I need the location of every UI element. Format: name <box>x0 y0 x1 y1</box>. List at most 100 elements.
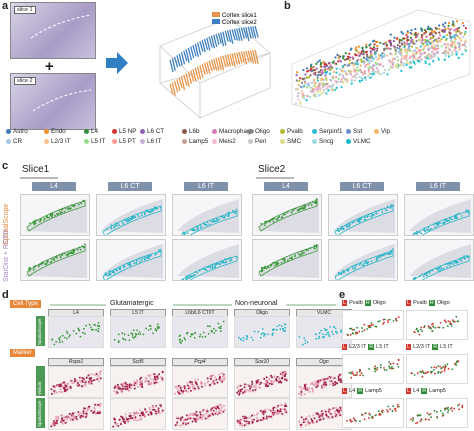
cell-point <box>319 69 322 72</box>
cell-point <box>367 66 370 70</box>
cell-point <box>403 46 406 49</box>
tissue-map <box>404 194 474 236</box>
cell-point <box>404 50 407 53</box>
cell-point <box>365 53 369 56</box>
cell-point <box>400 69 403 72</box>
cell-point <box>386 73 389 76</box>
cell-point <box>425 57 428 60</box>
cell-point <box>389 43 392 46</box>
cell-point <box>368 56 371 59</box>
ligand-badge: L <box>406 388 412 394</box>
cell-point <box>330 89 333 92</box>
legend-dot-icon <box>6 139 11 144</box>
cell-point <box>447 55 450 58</box>
cell-point <box>444 27 447 30</box>
aligned-slices-3d-plot: Cortex slice1 Cortex slice2 <box>159 12 271 119</box>
slice1-title: Slice1 <box>22 164 50 175</box>
slice2-image: slice 2 <box>10 73 96 130</box>
cell-point <box>324 74 327 77</box>
cell-point <box>370 66 373 69</box>
slice-stripe <box>254 25 259 38</box>
cell-point <box>443 25 446 28</box>
cell-point <box>393 46 396 49</box>
expression-tile <box>172 398 228 430</box>
cell-point <box>375 49 379 53</box>
cell-point <box>296 88 299 91</box>
cell-point <box>398 45 402 48</box>
slice-stripe <box>236 52 241 65</box>
slice-stripe <box>194 67 199 80</box>
arrow-right-icon <box>106 52 128 74</box>
cell-point <box>361 46 364 50</box>
cell-point <box>456 27 459 30</box>
cell-point <box>350 47 353 50</box>
cell-point <box>426 28 429 31</box>
panel-e-label: e <box>339 289 346 301</box>
cell-point <box>297 98 300 101</box>
interaction-map <box>406 354 468 384</box>
cell-point <box>353 70 356 73</box>
receptor-badge: R <box>357 388 364 394</box>
cell-point <box>414 49 417 52</box>
cell-point <box>332 70 336 73</box>
cell-point <box>376 47 379 50</box>
cell-point <box>320 92 323 95</box>
legend-item-sst: Sst <box>346 128 362 135</box>
legend-label: Meis2 <box>219 138 236 145</box>
tissue-layer-overlay <box>257 244 319 278</box>
cell-point <box>386 54 389 57</box>
slice-stripe <box>210 59 216 71</box>
tissue-map <box>252 194 322 236</box>
cell-point <box>321 82 324 85</box>
cell-point <box>438 24 441 27</box>
receptor-celltype: L5 IT <box>376 344 389 350</box>
slice-stripe <box>203 62 209 75</box>
cell-point <box>405 63 408 66</box>
cell-point <box>416 34 419 37</box>
cell-point <box>316 88 319 91</box>
slice2-contour <box>32 89 92 112</box>
slice-stripe <box>178 53 183 66</box>
cell-point <box>335 81 338 84</box>
legend-item-l5-pt: L5 PT <box>112 138 136 145</box>
cell-point <box>349 71 352 74</box>
cell-point <box>379 73 382 76</box>
cell-point <box>392 40 395 43</box>
cell-point <box>369 50 372 53</box>
legend-dot-icon <box>212 129 217 134</box>
cell-point <box>350 82 353 85</box>
cell-point <box>404 48 407 51</box>
slice-stripe <box>229 53 234 66</box>
cell-point <box>312 93 315 97</box>
cell-point <box>371 64 374 67</box>
cell-point <box>294 102 298 105</box>
cell-point <box>318 83 321 86</box>
pair-header: L L2/3 IT R L5 IT <box>406 344 453 350</box>
cell-point <box>318 86 321 89</box>
cell-point <box>328 66 331 69</box>
cell-point <box>336 53 339 57</box>
cell-point <box>427 25 430 28</box>
cell-point <box>418 49 421 52</box>
cell-point <box>432 59 435 63</box>
cell-point <box>415 40 418 43</box>
cell-point <box>412 55 415 58</box>
cell-point <box>406 30 409 33</box>
cell-point <box>331 61 334 64</box>
cell-point <box>314 93 317 96</box>
slice-stripe <box>180 52 186 65</box>
cell-point <box>422 42 425 45</box>
cell-point <box>374 51 377 54</box>
column-header-l6-ct: L6 CT <box>108 182 152 191</box>
cell-point <box>375 66 378 69</box>
cell-point <box>354 54 357 57</box>
cell-point <box>366 55 369 58</box>
cell-point <box>321 84 325 87</box>
row-side-label: SpatialScope <box>36 316 45 346</box>
cell-point <box>407 47 410 50</box>
cell-point <box>349 72 352 75</box>
cell-point <box>425 35 428 38</box>
cell-point <box>414 31 417 34</box>
cell-point <box>461 43 464 47</box>
cell-point <box>346 64 349 67</box>
